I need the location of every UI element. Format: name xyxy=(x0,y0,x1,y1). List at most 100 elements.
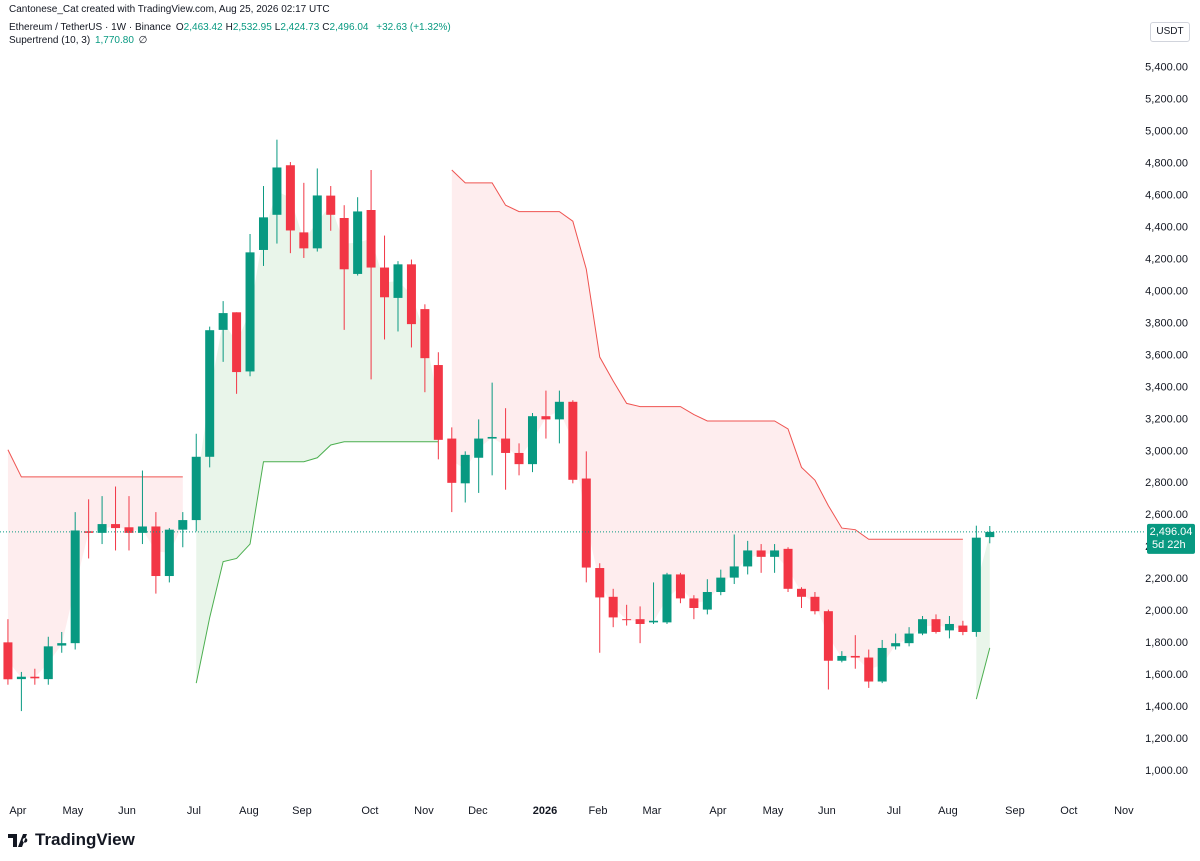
candle-body xyxy=(406,264,416,325)
candle-body xyxy=(43,646,53,680)
candle-body xyxy=(339,217,349,270)
candle-body xyxy=(608,596,618,618)
candle-body xyxy=(245,252,255,372)
field-key: C xyxy=(322,22,330,33)
candle-body xyxy=(770,550,780,557)
candle-body xyxy=(635,619,645,624)
ohlc: O2,463.42 H2,532.95 L2,424.73 C2,496.04 xyxy=(176,22,372,33)
candle-body xyxy=(205,330,215,457)
legend-row: Ethereum / TetherUS · 1W · Binance O2,46… xyxy=(9,22,453,33)
candle-body xyxy=(823,611,833,661)
indicator-name: Supertrend (10, 3) xyxy=(9,35,91,46)
symbol: Ethereum / TetherUS · 1W · Binance xyxy=(9,22,172,33)
field-key: H xyxy=(225,22,233,33)
x-tick-label: Jul xyxy=(887,805,901,817)
candle-body xyxy=(272,167,282,215)
y-tick-label: 1,400.00 xyxy=(1145,701,1188,713)
y-tick-label: 1,800.00 xyxy=(1145,637,1188,649)
x-tick-label: Dec xyxy=(468,805,488,817)
supertrend-line xyxy=(451,169,963,540)
candle-body xyxy=(581,478,591,568)
candle-body xyxy=(783,548,793,589)
price-tag-countdown: 5d 22h xyxy=(1152,539,1186,551)
candle-body xyxy=(662,574,672,623)
candle-body xyxy=(918,619,928,634)
logo-icon xyxy=(8,834,28,847)
y-tick-label: 3,800.00 xyxy=(1145,317,1188,329)
candle-body xyxy=(16,676,26,680)
candle-body xyxy=(164,529,174,577)
y-tick-label: 2,200.00 xyxy=(1145,573,1188,585)
candle-body xyxy=(675,574,685,599)
y-tick-label: 3,600.00 xyxy=(1145,349,1188,361)
x-tick-label: May xyxy=(763,805,784,817)
candle-body xyxy=(541,416,551,420)
y-tick-label: 3,200.00 xyxy=(1145,413,1188,425)
candle-body xyxy=(568,401,578,480)
candle-body xyxy=(326,195,336,215)
supertrend-line xyxy=(195,441,439,684)
x-tick-label: Nov xyxy=(1114,805,1134,817)
field-key: L xyxy=(274,22,281,33)
field-value: 2,463.42 xyxy=(183,22,223,33)
candle-body xyxy=(837,655,847,661)
candle-body xyxy=(944,623,954,631)
logo: TradingView xyxy=(8,830,135,850)
candle-body xyxy=(57,643,67,646)
x-tick-label: Aug xyxy=(938,805,958,817)
candle-body xyxy=(971,537,981,632)
x-tick-label: Jun xyxy=(818,805,836,817)
supertrend-fill xyxy=(451,170,963,670)
y-tick-label: 4,600.00 xyxy=(1145,190,1188,202)
candle-body xyxy=(810,596,820,612)
x-tick-label: Jun xyxy=(118,805,136,817)
x-tick-label: Apr xyxy=(709,805,726,817)
candle-body xyxy=(3,642,13,680)
candle-body xyxy=(864,657,874,682)
x-tick-label: May xyxy=(63,805,84,817)
indicator-value: 1,770.80 xyxy=(94,35,134,46)
x-tick-label: Apr xyxy=(9,805,26,817)
candle-body xyxy=(124,527,134,533)
candle-body xyxy=(232,312,242,373)
x-tick-label: Oct xyxy=(1060,805,1077,817)
y-tick-label: 2,600.00 xyxy=(1145,509,1188,521)
supertrend-line xyxy=(7,449,183,478)
price-tag-label: 2,496.04 xyxy=(1150,526,1193,538)
candle-body xyxy=(299,232,309,249)
x-tick-label: Feb xyxy=(589,805,608,817)
y-tick-label: 1,600.00 xyxy=(1145,669,1188,681)
candle-body xyxy=(191,456,201,521)
candle-body xyxy=(729,566,739,578)
candle-body xyxy=(689,598,699,608)
y-tick-label: 5,400.00 xyxy=(1145,62,1188,74)
candle-body xyxy=(501,438,511,453)
x-tick-label: Sep xyxy=(1005,805,1025,817)
candle-body xyxy=(904,633,914,644)
x-tick-label: Nov xyxy=(414,805,434,817)
candle-body xyxy=(595,568,605,598)
y-tick-label: 2,000.00 xyxy=(1145,605,1188,617)
candle-body xyxy=(353,211,363,274)
candle-body xyxy=(97,524,107,533)
x-tick-label: Oct xyxy=(361,805,378,817)
candle-body xyxy=(393,264,403,298)
candle-body xyxy=(433,365,443,440)
indicator-row: Supertrend (10, 3) 1,770.80 ∅ xyxy=(9,35,149,46)
candle-body xyxy=(891,643,901,647)
y-tick-label: 4,400.00 xyxy=(1145,221,1188,233)
field-value: 2,532.95 xyxy=(232,22,272,33)
candle-body xyxy=(931,619,941,632)
candle-body xyxy=(111,524,121,529)
candle-body xyxy=(137,526,147,533)
candle-body xyxy=(380,267,390,298)
y-tick-label: 4,200.00 xyxy=(1145,253,1188,265)
y-tick-label: 4,800.00 xyxy=(1145,158,1188,170)
y-tick-label: 2,800.00 xyxy=(1145,477,1188,489)
watermark: Cantonese_Cat created with TradingView.c… xyxy=(9,4,330,15)
field-value: 2,496.04 xyxy=(329,22,369,33)
currency-button[interactable]: USDT xyxy=(1150,22,1190,42)
candle-body xyxy=(285,165,295,231)
y-tick-label: 1,200.00 xyxy=(1145,733,1188,745)
